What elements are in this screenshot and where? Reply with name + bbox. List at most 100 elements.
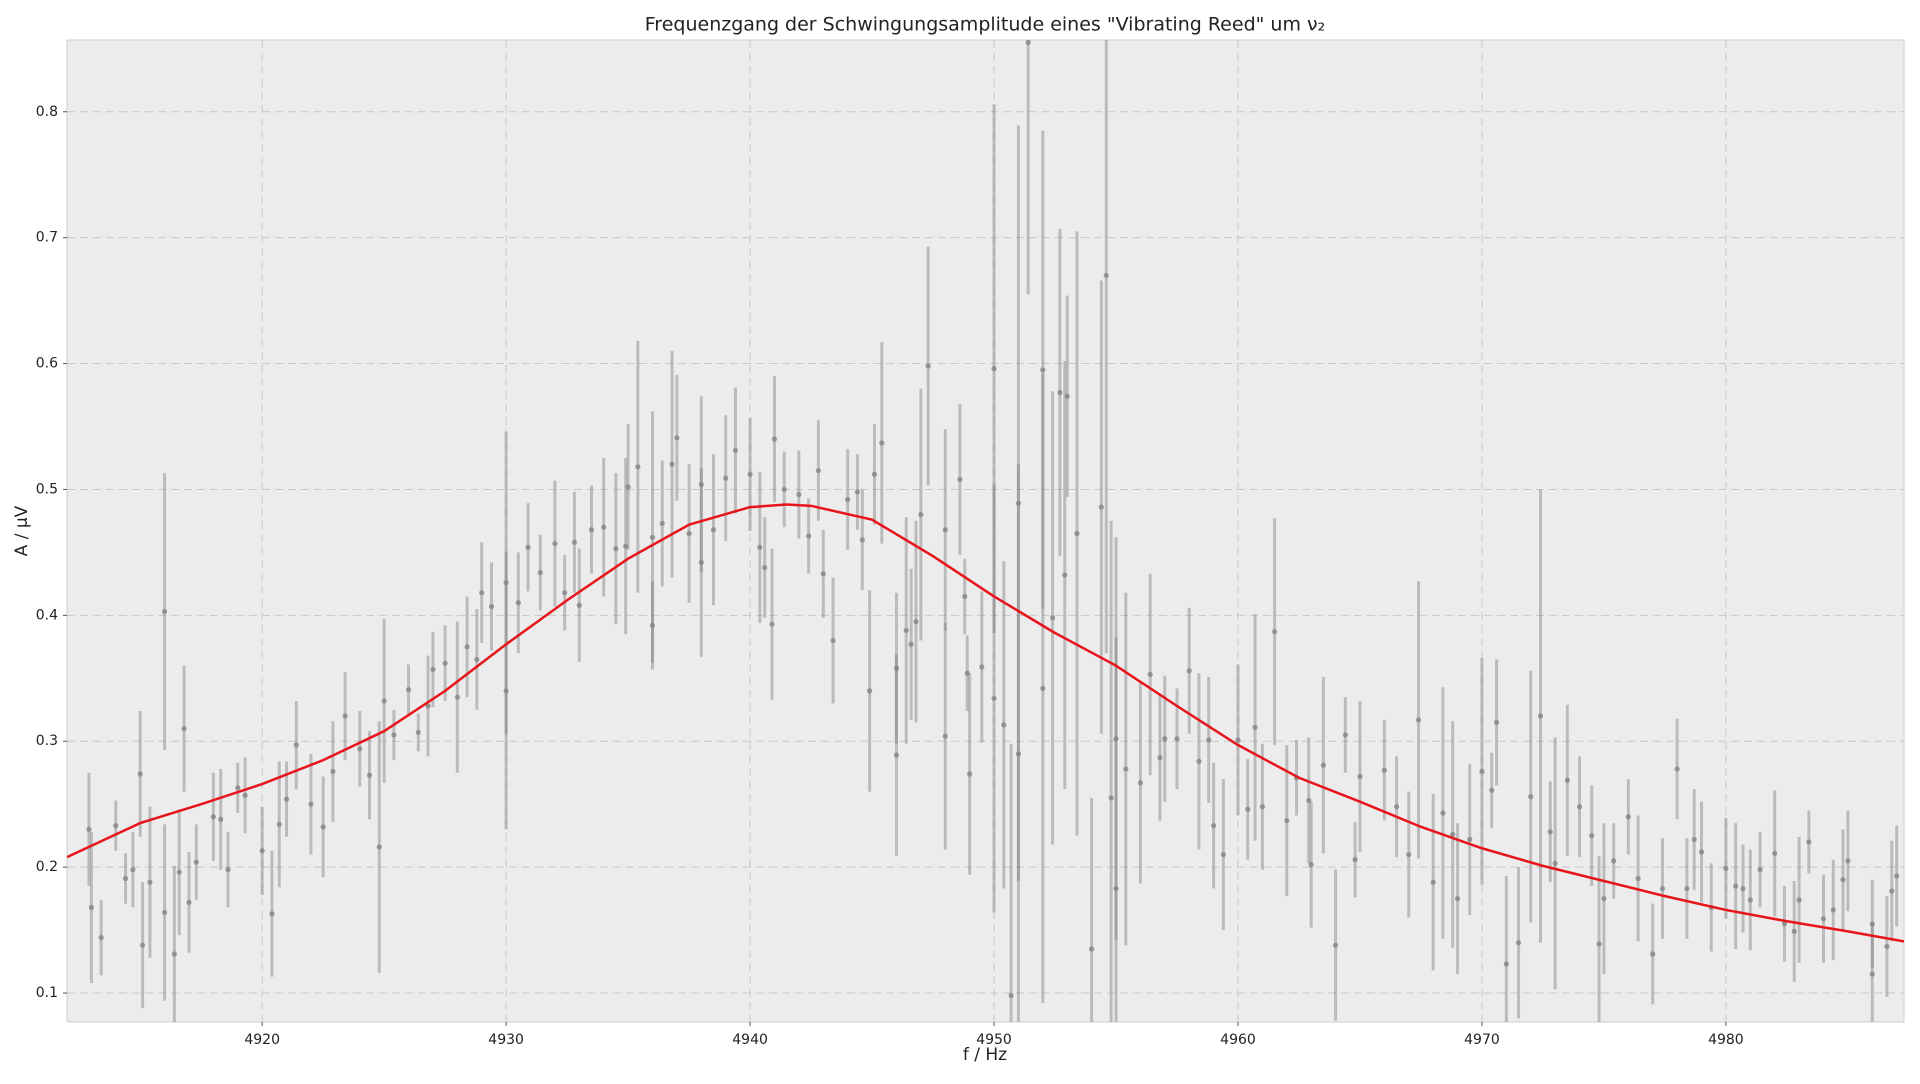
data-point <box>820 571 826 577</box>
data-point <box>88 904 94 911</box>
data-point <box>1493 719 1500 725</box>
data-point <box>425 703 431 709</box>
data-point <box>1057 389 1063 396</box>
data-point <box>525 544 531 550</box>
data-point <box>698 559 704 566</box>
data-point <box>1098 504 1104 510</box>
data-point <box>98 935 104 941</box>
data-point <box>1320 762 1326 768</box>
x-tick-label: 4980 <box>1708 1032 1744 1048</box>
y-tick-label: 0.5 <box>36 481 58 497</box>
data-point <box>698 481 704 488</box>
data-point <box>1352 856 1358 863</box>
data-point <box>381 698 387 704</box>
data-point <box>283 796 290 802</box>
data-point <box>942 733 948 739</box>
data-point <box>562 590 568 596</box>
data-point <box>1635 875 1641 882</box>
data-point <box>1845 858 1851 864</box>
data-point <box>1528 794 1534 800</box>
data-point <box>140 942 146 948</box>
data-point <box>1196 758 1202 764</box>
data-point <box>1306 797 1312 804</box>
data-point <box>454 694 460 700</box>
marks <box>67 40 1904 1022</box>
data-point <box>1284 817 1290 824</box>
x-tick-label: 4920 <box>244 1032 280 1048</box>
data-point <box>613 546 619 552</box>
data-point <box>488 603 495 610</box>
data-point <box>161 608 168 615</box>
data-point <box>474 656 480 663</box>
data-point <box>1162 736 1168 742</box>
data-point <box>830 637 836 644</box>
data-point <box>242 792 248 798</box>
chart-title: Frequenzgang der Schwingungsamplitude ei… <box>645 14 1325 36</box>
data-point <box>1650 951 1656 957</box>
data-point <box>1186 668 1192 674</box>
data-point <box>757 544 763 550</box>
data-point <box>771 436 778 442</box>
data-point <box>405 687 412 693</box>
data-point <box>186 899 192 905</box>
data-point <box>1381 767 1387 773</box>
data-point <box>357 746 363 752</box>
data-point <box>918 512 924 518</box>
data-point <box>893 665 900 671</box>
data-point <box>479 590 485 596</box>
data-point <box>1074 530 1080 537</box>
data-point <box>1781 921 1788 927</box>
data-point <box>1576 804 1583 810</box>
data-point <box>1869 971 1875 977</box>
data-point <box>161 909 168 916</box>
data-point <box>193 859 199 865</box>
y-tick-label: 0.6 <box>36 356 58 372</box>
data-point <box>1259 804 1265 810</box>
data-point <box>235 785 241 791</box>
data-point <box>1564 777 1570 783</box>
data-point <box>1430 879 1436 885</box>
data-point <box>623 543 629 549</box>
data-point <box>342 713 348 719</box>
y-tick-label: 0.2 <box>36 859 58 875</box>
data-point <box>962 593 968 600</box>
y-tick-label: 0.4 <box>36 607 58 623</box>
data-point <box>1684 885 1690 892</box>
data-point <box>1040 367 1046 373</box>
data-point <box>796 491 802 498</box>
data-point <box>925 363 931 369</box>
data-point <box>1733 883 1739 889</box>
data-point <box>515 600 521 606</box>
data-point <box>1174 736 1180 742</box>
data-point <box>1537 713 1544 719</box>
data-point <box>903 627 909 634</box>
data-point <box>769 621 775 627</box>
data-point <box>1659 885 1666 892</box>
y-tick-label: 0.3 <box>36 733 58 749</box>
data-point <box>659 520 665 527</box>
data-point <box>1884 943 1890 950</box>
data-point <box>967 771 973 777</box>
data-point <box>1601 896 1607 902</box>
data-point <box>1089 946 1095 952</box>
data-point <box>1489 787 1495 793</box>
data-point <box>1342 732 1348 738</box>
data-point <box>1025 40 1031 46</box>
data-point <box>942 527 948 533</box>
data-point <box>415 729 421 736</box>
x-tick-label: 4940 <box>732 1032 768 1048</box>
data-point <box>442 660 448 666</box>
data-point <box>1691 836 1697 843</box>
data-point <box>710 527 717 533</box>
data-point <box>686 530 692 537</box>
data-point <box>1220 851 1226 858</box>
data-point <box>601 524 607 530</box>
data-point <box>732 447 739 454</box>
data-point <box>1698 849 1705 855</box>
data-point <box>1049 615 1056 621</box>
data-point <box>1113 885 1119 892</box>
data-point <box>1357 773 1363 780</box>
data-point <box>210 814 216 820</box>
data-point <box>635 464 641 470</box>
data-point <box>1840 877 1846 883</box>
